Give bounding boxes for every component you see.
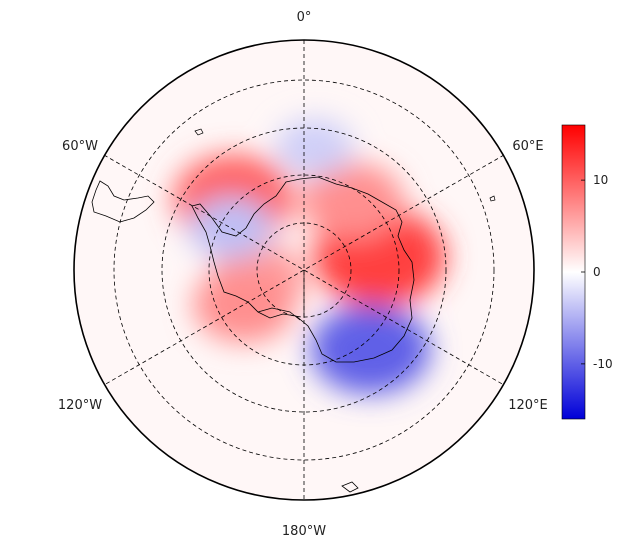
latitude-circle-inner [256, 222, 352, 318]
label-120w: 120°W [58, 398, 102, 413]
anomaly-blob-7 [275, 118, 354, 178]
anomaly-blob-6 [189, 196, 273, 260]
label-0: 0° [297, 10, 312, 25]
colorbar-tick-label-2: -10 [593, 357, 613, 371]
anomaly-blob-1 [301, 162, 404, 240]
colorbar-tick-label-1: 0 [593, 265, 601, 279]
graticule [103, 40, 505, 500]
anomaly-blob-4 [193, 266, 296, 343]
colorbar-tick-label-0: 10 [593, 173, 608, 187]
island-kerguelen [489, 195, 496, 202]
colorbar-ticks: 10 0 -10 [581, 173, 613, 371]
label-60w: 60°W [62, 139, 98, 154]
latitude-circle-4 [113, 79, 495, 461]
ross-ice-shelf-outline [257, 307, 301, 321]
anomaly-blob-5 [310, 304, 431, 395]
colorbar: 10 0 -10 [561, 124, 613, 420]
map-boundary [73, 39, 535, 501]
label-180w: 180°W [282, 524, 326, 539]
label-120e: 120°E [508, 398, 548, 413]
antarctica-coastline [191, 176, 415, 363]
island-south-georgia [194, 128, 204, 136]
anomaly-field-layer [173, 118, 446, 395]
island-macquarie [341, 481, 359, 493]
latitude-circle-3 [161, 127, 447, 413]
south-america-coastline [91, 180, 155, 223]
colorbar-gradient [562, 125, 585, 419]
label-60e: 60°E [512, 139, 543, 154]
map-disc [74, 40, 534, 500]
